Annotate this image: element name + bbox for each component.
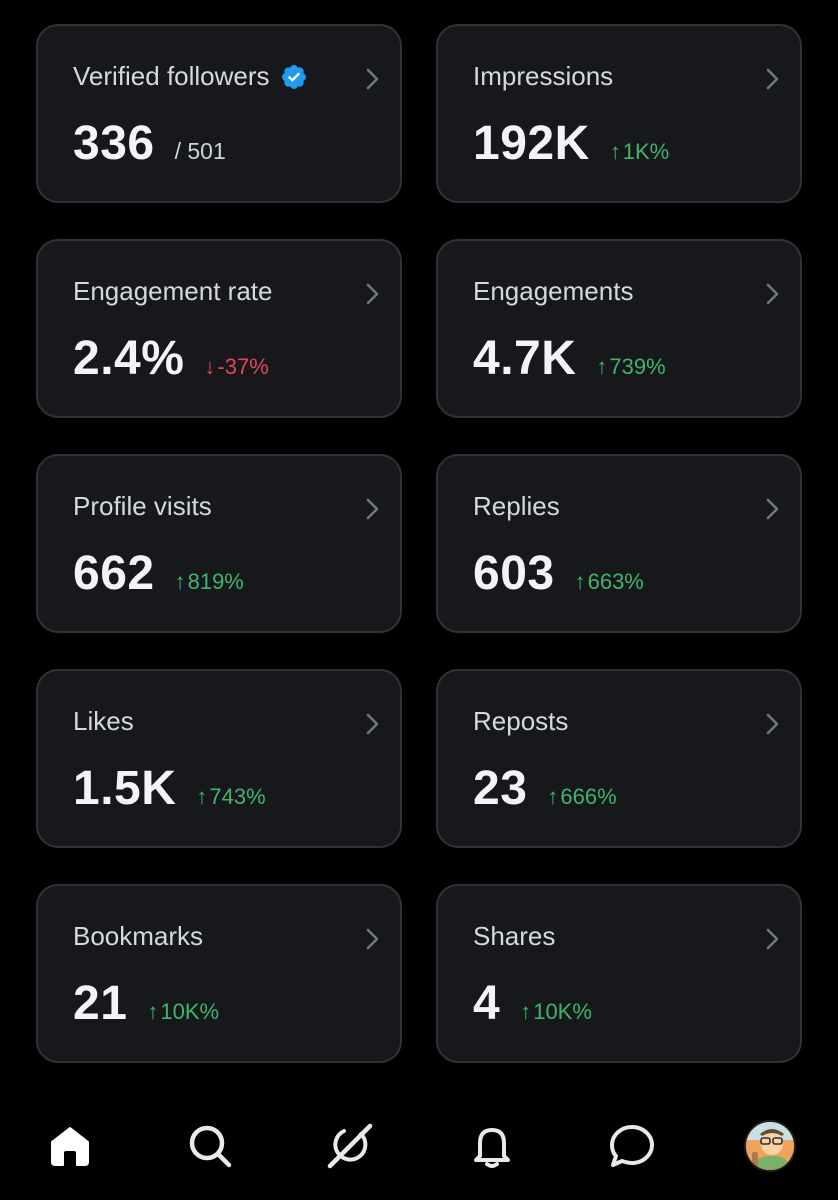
metric-value: 2.4% — [73, 332, 185, 385]
card-verified-followers[interactable]: Verified followers 336 / 501 — [36, 24, 402, 203]
tab-home[interactable] — [44, 1120, 96, 1172]
arrow-up-icon: ↑ — [596, 354, 608, 379]
card-engagements[interactable]: Engagements 4.7K ↑ 739% — [436, 239, 802, 418]
trend-indicator: ↑ 10K% — [520, 999, 592, 1025]
arrow-up-icon: ↑ — [196, 784, 208, 809]
chevron-right-icon — [366, 498, 379, 520]
metric-row: 192K ↑ 1K% — [473, 116, 669, 171]
arrow-up-icon: ↑ — [174, 569, 186, 594]
card-title: Reposts — [473, 706, 569, 736]
metric-row: 21 ↑ 10K% — [73, 976, 219, 1031]
metric-value: 4.7K — [473, 332, 577, 385]
card-bookmarks[interactable]: Bookmarks 21 ↑ 10K% — [36, 884, 402, 1063]
avatar — [744, 1120, 796, 1172]
trend-value: 743% — [209, 784, 266, 809]
tab-messages[interactable] — [606, 1120, 658, 1172]
trend-indicator: ↑ 739% — [596, 354, 665, 380]
verified-badge-icon — [281, 64, 306, 89]
metric-row: 1.5K ↑ 743% — [73, 761, 266, 816]
chevron-right-icon — [366, 283, 379, 305]
metric-total: / 501 — [174, 138, 226, 164]
arrow-up-icon: ↑ — [520, 999, 532, 1024]
avatar-image — [746, 1122, 794, 1170]
trend-value: 819% — [187, 569, 244, 594]
card-title: Replies — [473, 491, 560, 521]
card-title-container: Verified followers — [73, 61, 308, 92]
card-profile-visits[interactable]: Profile visits 662 ↑ 819% — [36, 454, 402, 633]
chevron-right-icon — [766, 928, 779, 950]
card-title: Shares — [473, 921, 556, 951]
trend-indicator: ↑ 1K% — [610, 139, 669, 165]
metric-value: 336 — [73, 117, 155, 170]
trend-value: 663% — [587, 569, 644, 594]
metric-value: 21 — [73, 977, 128, 1030]
chevron-right-icon — [366, 928, 379, 950]
card-title: Verified followers — [73, 61, 270, 91]
trend-value: 666% — [560, 784, 617, 809]
arrow-up-icon: ↑ — [147, 999, 159, 1024]
metric-value: 1.5K — [73, 762, 177, 815]
bottom-tab-bar — [0, 1098, 838, 1200]
trend-value: 739% — [609, 354, 666, 379]
metric-value: 4 — [473, 977, 501, 1030]
metric-value: 662 — [73, 547, 155, 600]
metric-row: 336 / 501 — [73, 116, 226, 171]
card-title: Profile visits — [73, 491, 212, 521]
tab-profile[interactable] — [744, 1120, 796, 1172]
card-title: Engagement rate — [73, 276, 273, 306]
card-likes[interactable]: Likes 1.5K ↑ 743% — [36, 669, 402, 848]
metric-value: 192K — [473, 117, 590, 170]
card-replies[interactable]: Replies 603 ↑ 663% — [436, 454, 802, 633]
card-reposts[interactable]: Reposts 23 ↑ 666% — [436, 669, 802, 848]
trend-indicator: ↑ 819% — [175, 569, 244, 595]
metric-value: 23 — [473, 762, 528, 815]
tab-search[interactable] — [184, 1120, 236, 1172]
chevron-right-icon — [766, 498, 779, 520]
card-title: Bookmarks — [73, 921, 204, 951]
card-impressions[interactable]: Impressions 192K ↑ 1K% — [436, 24, 802, 203]
chat-bubble-icon — [610, 1125, 654, 1167]
trend-indicator: ↑ 743% — [196, 784, 265, 810]
trend-indicator: ↑ 10K% — [147, 999, 219, 1025]
tab-notifications[interactable] — [466, 1120, 518, 1172]
analytics-grid: Verified followers 336 / 501 Impressions… — [36, 24, 802, 1063]
bell-icon — [474, 1128, 510, 1168]
grok-icon — [327, 1123, 373, 1169]
search-icon — [189, 1125, 232, 1168]
trend-value: -37% — [217, 354, 269, 379]
metric-row: 4 ↑ 10K% — [473, 976, 592, 1031]
trend-indicator: ↑ 666% — [547, 784, 616, 810]
chevron-right-icon — [366, 713, 379, 735]
arrow-up-icon: ↑ — [609, 139, 621, 164]
card-title: Engagements — [473, 276, 634, 306]
trend-value: 10K% — [160, 999, 220, 1024]
card-engagement-rate[interactable]: Engagement rate 2.4% ↓ -37% — [36, 239, 402, 418]
arrow-down-icon: ↓ — [204, 354, 216, 379]
tab-grok[interactable] — [324, 1120, 376, 1172]
card-title: Likes — [73, 706, 134, 736]
chevron-right-icon — [766, 713, 779, 735]
card-title: Impressions — [473, 61, 614, 91]
metric-row: 4.7K ↑ 739% — [473, 331, 666, 386]
metric-row: 23 ↑ 666% — [473, 761, 617, 816]
trend-value: 1K% — [622, 139, 670, 164]
trend-indicator: ↑ 663% — [575, 569, 644, 595]
arrow-up-icon: ↑ — [574, 569, 586, 594]
chevron-right-icon — [366, 68, 379, 90]
metric-row: 603 ↑ 663% — [473, 546, 644, 601]
metric-row: 2.4% ↓ -37% — [73, 331, 269, 386]
chevron-right-icon — [766, 283, 779, 305]
home-icon — [51, 1127, 89, 1166]
arrow-up-icon: ↑ — [547, 784, 559, 809]
trend-value: 10K% — [533, 999, 592, 1024]
metric-row: 662 ↑ 819% — [73, 546, 244, 601]
chevron-right-icon — [766, 68, 779, 90]
metric-value: 603 — [473, 547, 555, 600]
trend-indicator: ↓ -37% — [204, 354, 268, 380]
card-shares[interactable]: Shares 4 ↑ 10K% — [436, 884, 802, 1063]
